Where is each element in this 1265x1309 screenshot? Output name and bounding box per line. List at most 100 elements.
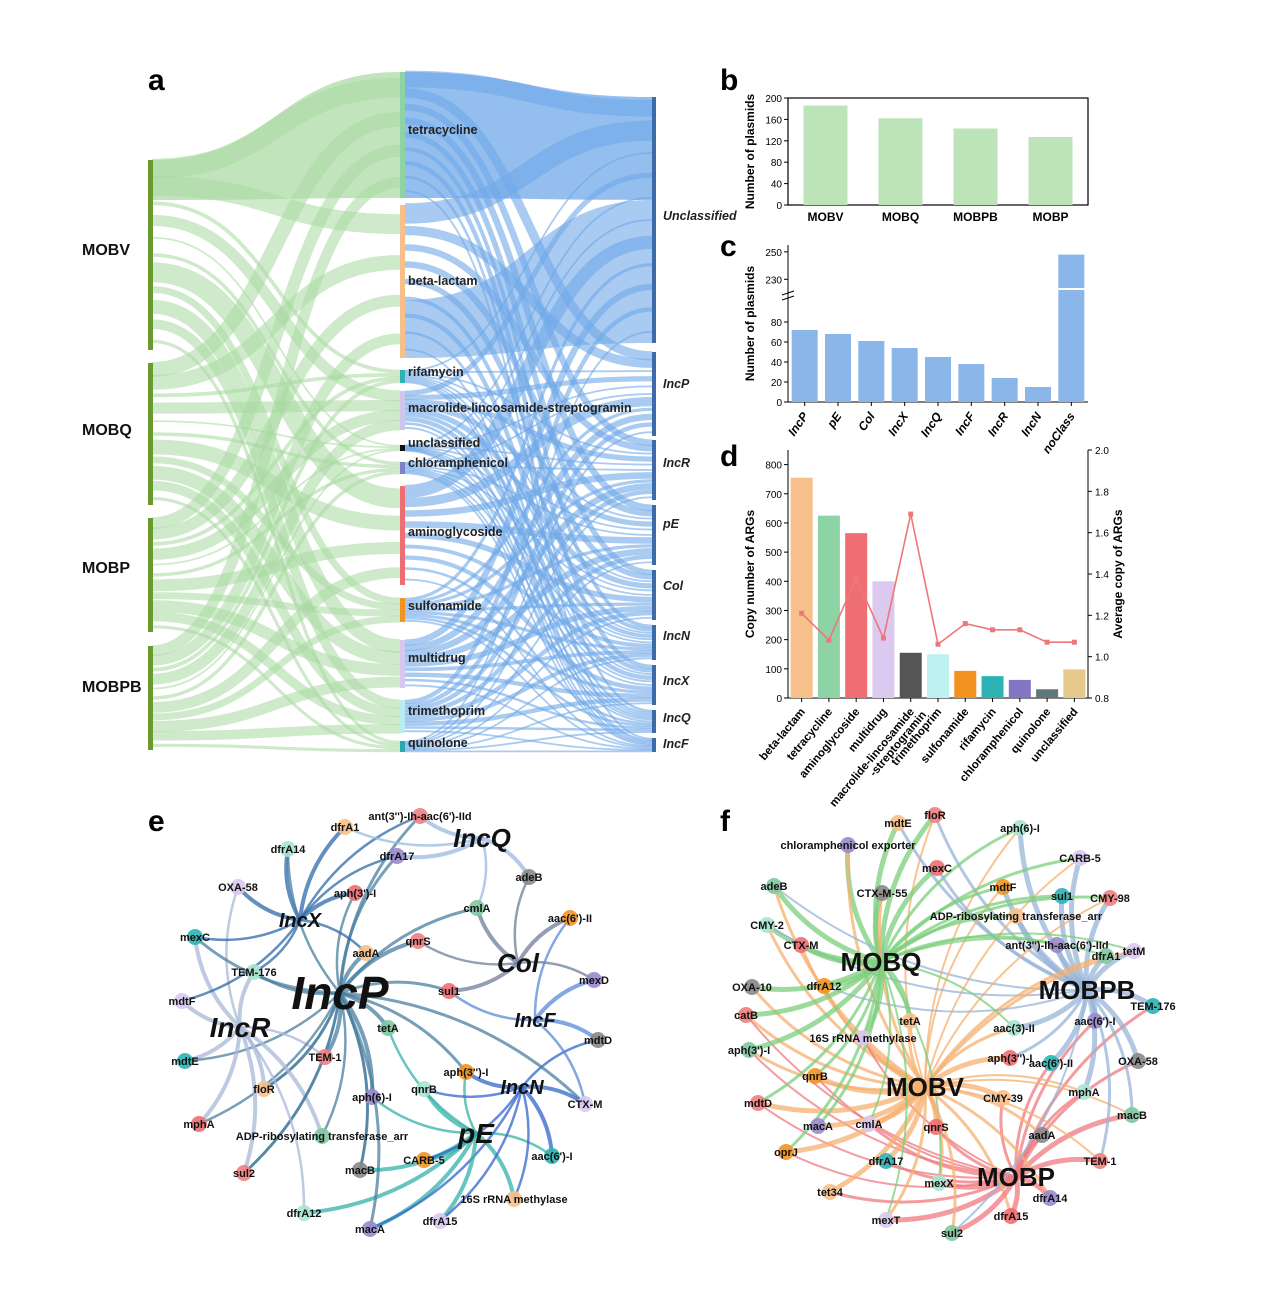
x-tick-label: noClass xyxy=(1040,409,1078,456)
sankey-flow-inc xyxy=(404,684,653,750)
sankey-source-label: MOBPB xyxy=(82,679,142,696)
y2-tick-label: 2.0 xyxy=(1095,446,1109,457)
network-edge xyxy=(242,991,342,1175)
network-node-label: aph(3'')-I xyxy=(444,1067,489,1079)
avg-point xyxy=(799,610,805,616)
network-node xyxy=(544,1148,560,1164)
network-node-label: adeB xyxy=(516,872,543,884)
network-node-label: dfrA15 xyxy=(423,1216,458,1228)
network-edge xyxy=(197,991,342,1126)
x-tick-label: IncP xyxy=(785,409,812,439)
network-node-label: mdtE xyxy=(171,1056,199,1068)
network-node xyxy=(416,1152,432,1168)
network-node xyxy=(902,1013,918,1029)
sankey-flow-inc xyxy=(404,610,653,719)
network-node-label: cmlA xyxy=(856,1119,883,1131)
sankey-flow-inc xyxy=(404,611,653,651)
sankey-flow-inc xyxy=(404,702,653,750)
network-node xyxy=(412,808,428,824)
network-node-label: mexC xyxy=(922,863,952,875)
bar xyxy=(1025,387,1051,402)
network-node xyxy=(822,1184,838,1200)
y-tick-label: 250 xyxy=(765,248,782,259)
network-node-label: mdtD xyxy=(744,1098,772,1110)
sankey-arg-label: tetracycline xyxy=(408,123,478,137)
panel-letter-b: b xyxy=(720,64,739,97)
y2-axis-label: Average copy of ARGs xyxy=(1111,509,1125,638)
network-edge xyxy=(1008,988,1089,1060)
network-node-label: mdtF xyxy=(990,882,1017,894)
y-tick-label: 0 xyxy=(776,398,782,409)
network-edge xyxy=(923,954,1108,1089)
network-node-label: dfrA1 xyxy=(331,822,360,834)
network-edge xyxy=(338,991,381,1231)
network-node xyxy=(236,1165,252,1181)
network-node xyxy=(337,819,353,835)
y-tick-label: 600 xyxy=(765,519,782,530)
network-edge xyxy=(798,942,884,966)
sankey-arg-label: multidrug xyxy=(408,651,466,665)
network-node xyxy=(816,978,832,994)
sankey-flow-inc xyxy=(404,413,653,652)
network-node xyxy=(1008,908,1024,924)
sankey-source-bar xyxy=(148,160,153,350)
network-edge xyxy=(748,1049,1017,1178)
sankey-arg-bar xyxy=(400,700,405,733)
network-node xyxy=(590,1032,606,1048)
network-node-label: catB xyxy=(734,1010,758,1022)
network-node xyxy=(1092,1153,1108,1169)
avg-line xyxy=(801,513,1075,646)
network-edge xyxy=(338,991,587,1106)
sankey-flow-inc xyxy=(404,479,653,607)
network-node xyxy=(738,1007,754,1023)
sankey-arg-bar xyxy=(400,205,405,358)
network-edge xyxy=(533,916,572,1022)
y-tick-label: 230 xyxy=(765,275,782,286)
sankey-flow-inc xyxy=(404,567,653,725)
y-tick-label: 700 xyxy=(765,490,782,501)
network-edge xyxy=(951,989,1088,1234)
network-node xyxy=(230,879,246,895)
network-node-label: floR xyxy=(924,810,945,822)
network-node-label: tet34 xyxy=(817,1187,844,1199)
sankey-arg-label: quinolone xyxy=(408,736,468,750)
panel-letter-d: d xyxy=(720,440,739,473)
avg-point xyxy=(1017,627,1023,633)
network-node xyxy=(810,1118,826,1134)
sankey-flow-inc xyxy=(404,330,653,743)
network-node xyxy=(1054,888,1070,904)
network-node-label: dfrA15 xyxy=(994,1211,1029,1223)
sankey-flow-mob xyxy=(151,176,401,657)
sankey-flow-inc xyxy=(404,544,653,609)
sankey-target-label: IncR xyxy=(663,456,690,470)
network-node xyxy=(416,1081,432,1097)
network-node-label: dfrA17 xyxy=(380,851,415,863)
network-node xyxy=(352,1162,368,1178)
sankey-chart-a: MOBV MOBQ MOBP MOBPB tetracycline beta-lactam… xyxy=(82,70,737,753)
bar xyxy=(927,654,949,698)
y-axis-label: Number of plasmids xyxy=(743,94,757,210)
network-node-label: cmlA xyxy=(464,903,491,915)
network-node xyxy=(1076,1084,1092,1100)
network-node xyxy=(1098,948,1114,964)
network-edge xyxy=(516,960,596,982)
network-edge xyxy=(338,854,399,995)
network-node-label: aac(6')-I xyxy=(531,1151,572,1163)
sankey-flow-inc xyxy=(405,72,652,200)
network-node-label: macA xyxy=(803,1121,833,1133)
sankey-arg-bar xyxy=(400,486,405,585)
network-edge xyxy=(924,1078,1133,1116)
network-node xyxy=(521,869,537,885)
network-node xyxy=(458,1064,474,1080)
network-edge xyxy=(1085,988,1134,1117)
network-node-label: CMY-39 xyxy=(983,1093,1023,1105)
network-node xyxy=(174,993,190,1009)
network-edge xyxy=(238,1025,324,1138)
panel-letter-a: a xyxy=(148,64,165,97)
sankey-flow-inc xyxy=(404,731,653,752)
sankey-target-bar xyxy=(652,665,656,705)
network-edge xyxy=(771,883,884,965)
sankey-arg-bar xyxy=(400,598,405,622)
sankey-flow-inc xyxy=(404,472,653,517)
network-edge xyxy=(338,991,468,1074)
